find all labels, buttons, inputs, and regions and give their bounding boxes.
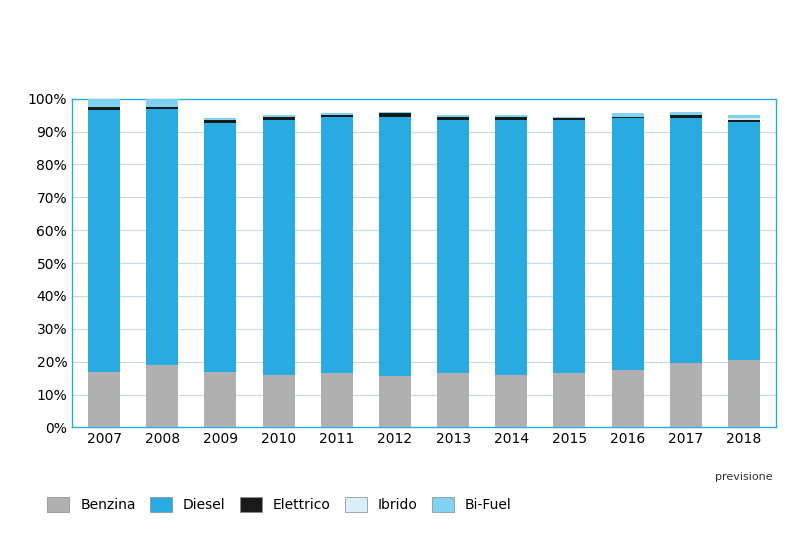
Bar: [495, 375, 527, 427]
Bar: [554, 120, 586, 373]
Bar: [728, 120, 760, 122]
Bar: [670, 363, 702, 427]
Bar: [437, 373, 469, 427]
Bar: [146, 99, 178, 107]
Bar: [204, 118, 236, 120]
Bar: [495, 117, 527, 120]
Bar: [88, 372, 120, 427]
Text: previsione: previsione: [715, 472, 773, 482]
Bar: [321, 113, 353, 115]
Legend: Benzina, Diesel, Elettrico, Ibrido, Bi-Fuel: Benzina, Diesel, Elettrico, Ibrido, Bi-F…: [47, 496, 512, 512]
Bar: [146, 365, 178, 427]
Bar: [495, 115, 527, 117]
Bar: [379, 112, 411, 113]
Text: Grafico 27 - Immatricolazioni Italia – 2007-2017: Grafico 27 - Immatricolazioni Italia – 2…: [24, 18, 489, 36]
Bar: [612, 117, 644, 118]
Bar: [437, 120, 469, 373]
Bar: [612, 118, 644, 370]
Bar: [321, 373, 353, 427]
Bar: [728, 115, 760, 118]
Bar: [670, 115, 702, 118]
Bar: [495, 120, 527, 375]
Bar: [379, 117, 411, 376]
Bar: [262, 117, 294, 120]
Bar: [262, 115, 294, 117]
Bar: [88, 99, 120, 107]
Bar: [146, 109, 178, 365]
Bar: [379, 113, 411, 117]
Bar: [612, 370, 644, 427]
Text: Suddivisione alimentazione – Flotte aziendali: Suddivisione alimentazione – Flotte azie…: [196, 56, 604, 71]
Bar: [88, 107, 120, 110]
Bar: [554, 118, 586, 120]
Bar: [437, 115, 469, 117]
Bar: [728, 360, 760, 427]
Bar: [728, 118, 760, 120]
Bar: [262, 120, 294, 375]
Bar: [262, 375, 294, 427]
Bar: [437, 117, 469, 120]
Bar: [554, 373, 586, 427]
Bar: [146, 107, 178, 109]
Bar: [379, 376, 411, 427]
Bar: [728, 122, 760, 360]
Bar: [321, 115, 353, 117]
Bar: [204, 123, 236, 372]
Bar: [670, 118, 702, 363]
Bar: [321, 117, 353, 373]
Bar: [88, 110, 120, 372]
Bar: [670, 112, 702, 115]
Bar: [204, 120, 236, 123]
Bar: [554, 117, 586, 118]
Bar: [204, 372, 236, 427]
Bar: [612, 113, 644, 117]
